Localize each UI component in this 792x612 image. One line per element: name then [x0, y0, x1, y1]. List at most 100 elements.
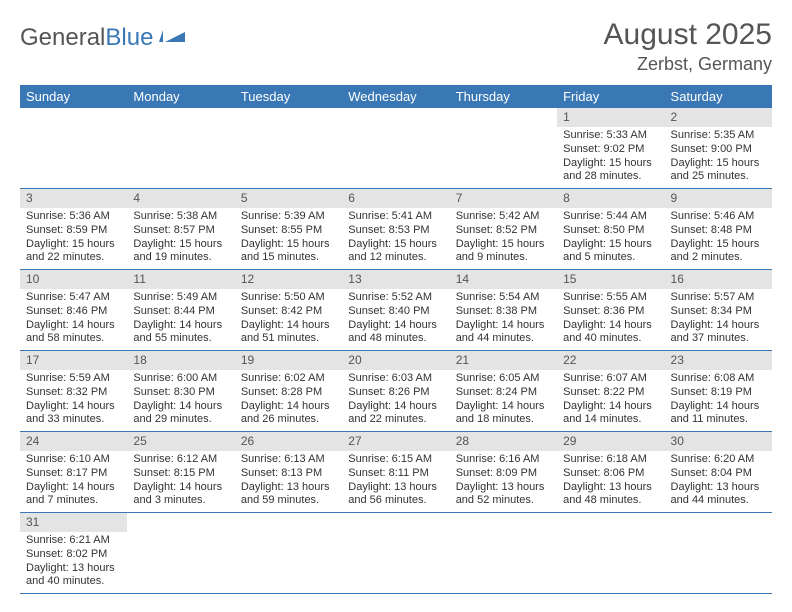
day-body — [127, 532, 234, 593]
daylight-line-2: and 37 minutes. — [671, 332, 766, 346]
daylight-line-1: Daylight: 13 hours — [348, 481, 443, 495]
sunset-line: Sunset: 8:04 PM — [671, 467, 766, 481]
daylight-line-2: and 44 minutes. — [456, 332, 551, 346]
day-body: Sunrise: 6:12 AMSunset: 8:15 PMDaylight:… — [127, 451, 234, 512]
sunset-line: Sunset: 9:02 PM — [563, 143, 658, 157]
daylight-line-2: and 40 minutes. — [563, 332, 658, 346]
daylight-line-1: Daylight: 14 hours — [133, 481, 228, 495]
calendar-week-row: 3Sunrise: 5:36 AMSunset: 8:59 PMDaylight… — [20, 189, 772, 270]
daylight-line-2 — [241, 575, 336, 589]
daylight-line-2: and 33 minutes. — [26, 413, 121, 427]
day-body: Sunrise: 5:35 AMSunset: 9:00 PMDaylight:… — [665, 127, 772, 188]
calendar-week-row: 1Sunrise: 5:33 AMSunset: 9:02 PMDaylight… — [20, 108, 772, 189]
daylight-line-1: Daylight: 13 hours — [563, 481, 658, 495]
day-body: Sunrise: 6:16 AMSunset: 8:09 PMDaylight:… — [450, 451, 557, 512]
day-body: Sunrise: 5:50 AMSunset: 8:42 PMDaylight:… — [235, 289, 342, 350]
daylight-line-1: Daylight: 13 hours — [456, 481, 551, 495]
sunset-line: Sunset: 8:15 PM — [133, 467, 228, 481]
sunset-line: Sunset: 8:17 PM — [26, 467, 121, 481]
daylight-line-2 — [241, 170, 336, 184]
calendar-cell: 20Sunrise: 6:03 AMSunset: 8:26 PMDayligh… — [342, 351, 449, 432]
sunset-line: Sunset: 8:22 PM — [563, 386, 658, 400]
day-number: 6 — [342, 189, 449, 208]
daylight-line-2: and 22 minutes. — [348, 413, 443, 427]
day-number: 28 — [450, 432, 557, 451]
daylight-line-2: and 7 minutes. — [26, 494, 121, 508]
sunset-line: Sunset: 8:24 PM — [456, 386, 551, 400]
sunset-line: Sunset: 8:28 PM — [241, 386, 336, 400]
daylight-line-1 — [671, 562, 766, 576]
daylight-line-2 — [26, 170, 121, 184]
sunrise-line: Sunrise: 5:42 AM — [456, 210, 551, 224]
day-number: 21 — [450, 351, 557, 370]
sunrise-line: Sunrise: 5:38 AM — [133, 210, 228, 224]
flag-icon — [159, 28, 185, 49]
daylight-line-2: and 5 minutes. — [563, 251, 658, 265]
sunrise-line: Sunrise: 6:21 AM — [26, 534, 121, 548]
daylight-line-1 — [241, 562, 336, 576]
daylight-line-1: Daylight: 15 hours — [348, 238, 443, 252]
day-body: Sunrise: 5:52 AMSunset: 8:40 PMDaylight:… — [342, 289, 449, 350]
daylight-line-2: and 2 minutes. — [671, 251, 766, 265]
daylight-line-1: Daylight: 14 hours — [26, 400, 121, 414]
day-number: 2 — [665, 108, 772, 127]
daylight-line-2: and 48 minutes. — [563, 494, 658, 508]
daylight-line-2: and 12 minutes. — [348, 251, 443, 265]
calendar-cell — [450, 108, 557, 189]
calendar-cell: 16Sunrise: 5:57 AMSunset: 8:34 PMDayligh… — [665, 270, 772, 351]
day-number: 27 — [342, 432, 449, 451]
sunset-line — [348, 143, 443, 157]
sunset-line: Sunset: 8:53 PM — [348, 224, 443, 238]
day-number: 16 — [665, 270, 772, 289]
sunset-line: Sunset: 8:09 PM — [456, 467, 551, 481]
weekday-header: Friday — [557, 85, 664, 108]
daylight-line-2: and 9 minutes. — [456, 251, 551, 265]
day-number: 17 — [20, 351, 127, 370]
daylight-line-1 — [348, 562, 443, 576]
calendar-cell: 9Sunrise: 5:46 AMSunset: 8:48 PMDaylight… — [665, 189, 772, 270]
sunrise-line: Sunrise: 6:00 AM — [133, 372, 228, 386]
daylight-line-2 — [133, 170, 228, 184]
calendar-cell: 21Sunrise: 6:05 AMSunset: 8:24 PMDayligh… — [450, 351, 557, 432]
daylight-line-1: Daylight: 14 hours — [26, 481, 121, 495]
day-body — [235, 532, 342, 593]
day-number: 22 — [557, 351, 664, 370]
daylight-line-2 — [456, 575, 551, 589]
day-number: 5 — [235, 189, 342, 208]
location: Zerbst, Germany — [604, 54, 772, 75]
sunrise-line: Sunrise: 5:47 AM — [26, 291, 121, 305]
daylight-line-1: Daylight: 15 hours — [26, 238, 121, 252]
day-body — [557, 532, 664, 593]
sunrise-line: Sunrise: 5:35 AM — [671, 129, 766, 143]
sunrise-line — [348, 534, 443, 548]
daylight-line-2 — [456, 170, 551, 184]
daylight-line-2: and 3 minutes. — [133, 494, 228, 508]
daylight-line-1 — [133, 157, 228, 171]
calendar-week-row: 10Sunrise: 5:47 AMSunset: 8:46 PMDayligh… — [20, 270, 772, 351]
day-number: 24 — [20, 432, 127, 451]
daylight-line-2: and 22 minutes. — [26, 251, 121, 265]
daylight-line-2 — [348, 575, 443, 589]
sunset-line — [241, 548, 336, 562]
daylight-line-2: and 25 minutes. — [671, 170, 766, 184]
sunrise-line: Sunrise: 5:57 AM — [671, 291, 766, 305]
calendar-cell: 23Sunrise: 6:08 AMSunset: 8:19 PMDayligh… — [665, 351, 772, 432]
day-number — [557, 513, 664, 532]
sunrise-line — [563, 534, 658, 548]
calendar-cell — [20, 108, 127, 189]
day-number — [127, 108, 234, 127]
day-body — [342, 127, 449, 188]
calendar-cell: 15Sunrise: 5:55 AMSunset: 8:36 PMDayligh… — [557, 270, 664, 351]
sunrise-line: Sunrise: 5:50 AM — [241, 291, 336, 305]
daylight-line-2: and 40 minutes. — [26, 575, 121, 589]
sunrise-line — [133, 534, 228, 548]
sunset-line: Sunset: 8:13 PM — [241, 467, 336, 481]
day-body: Sunrise: 5:57 AMSunset: 8:34 PMDaylight:… — [665, 289, 772, 350]
day-number — [342, 108, 449, 127]
sunrise-line — [456, 129, 551, 143]
sunrise-line: Sunrise: 5:33 AM — [563, 129, 658, 143]
sunset-line: Sunset: 8:57 PM — [133, 224, 228, 238]
day-number: 14 — [450, 270, 557, 289]
calendar-cell: 26Sunrise: 6:13 AMSunset: 8:13 PMDayligh… — [235, 432, 342, 513]
day-body — [127, 127, 234, 188]
